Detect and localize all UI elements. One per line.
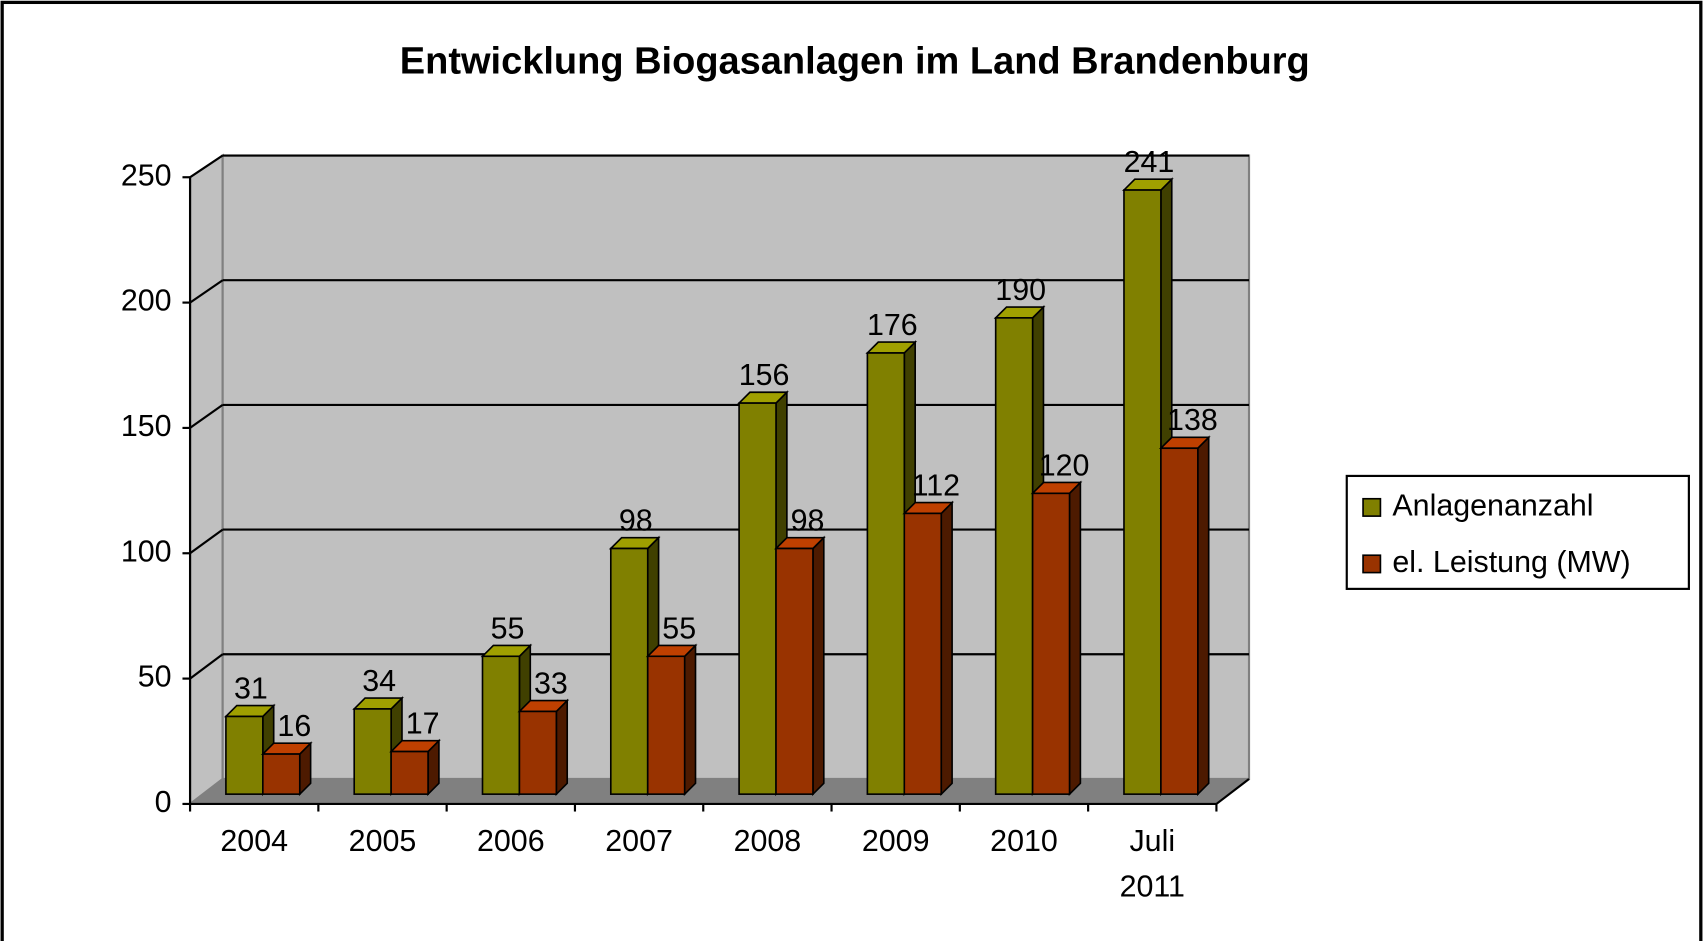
data-label: 190 xyxy=(995,273,1046,307)
y-tick-label: 0 xyxy=(155,785,172,819)
data-label: 16 xyxy=(277,709,311,743)
chart-title: Entwicklung Biogasanlagen im Land Brande… xyxy=(400,40,1310,82)
data-label: 138 xyxy=(1167,403,1218,437)
bar xyxy=(517,698,570,797)
data-label: 55 xyxy=(662,611,696,645)
bar-front xyxy=(1160,447,1199,795)
data-label: 31 xyxy=(234,671,268,705)
bar-front xyxy=(262,753,301,795)
data-label: 34 xyxy=(362,664,396,698)
bar-front xyxy=(1031,492,1071,795)
bar-front xyxy=(1123,189,1162,795)
bar-front xyxy=(481,655,521,795)
bar-front xyxy=(866,352,906,795)
data-label: 98 xyxy=(619,503,653,537)
legend-label: el. Leistung (MW) xyxy=(1392,545,1630,579)
x-tick-label: 2010 xyxy=(990,824,1058,858)
bar-front xyxy=(738,402,777,795)
bar-front xyxy=(225,715,264,795)
bar xyxy=(1030,480,1083,797)
legend-box xyxy=(1345,474,1690,590)
legend-swatch xyxy=(1362,497,1382,517)
floor xyxy=(190,778,1250,804)
data-label: 176 xyxy=(867,308,918,342)
bar xyxy=(389,738,441,797)
data-label: 241 xyxy=(1124,145,1175,179)
grid-line xyxy=(189,653,224,680)
data-label: 112 xyxy=(912,468,960,502)
y-tick-label: 200 xyxy=(121,284,172,318)
bar-side xyxy=(1068,480,1082,797)
side-wall xyxy=(188,153,224,807)
x-tick-label: 2006 xyxy=(477,824,545,858)
grid-line xyxy=(189,404,224,429)
bar-front xyxy=(994,317,1034,795)
x-axis-edge xyxy=(1215,778,1250,805)
bar-front xyxy=(775,547,814,795)
x-tick-label: 2008 xyxy=(734,824,802,858)
x-tick-label: Juli 2011 xyxy=(1120,824,1185,904)
data-label: 156 xyxy=(739,358,790,392)
x-tick-label: 2009 xyxy=(862,824,930,858)
bar-side xyxy=(555,698,569,797)
bar-front xyxy=(353,708,392,795)
bar xyxy=(902,500,955,797)
bar xyxy=(260,741,313,797)
bar-side xyxy=(683,643,697,797)
legend-swatch xyxy=(1362,554,1382,574)
bar xyxy=(1158,435,1211,797)
bar xyxy=(774,535,826,797)
bar-side xyxy=(1197,435,1210,797)
bar-side xyxy=(940,500,953,797)
data-label: 17 xyxy=(406,707,440,741)
x-tick-label: 2007 xyxy=(605,824,673,858)
bar-front xyxy=(518,710,558,795)
bar-front xyxy=(609,547,649,795)
bar xyxy=(645,643,698,797)
legend-label: Anlagenanzahl xyxy=(1392,488,1593,522)
data-label: 33 xyxy=(534,666,568,700)
y-tick-label: 250 xyxy=(121,158,172,192)
data-label: 55 xyxy=(491,611,525,645)
y-tick-label: 50 xyxy=(138,660,172,694)
data-label: 120 xyxy=(1039,448,1090,482)
data-label: 98 xyxy=(791,503,825,537)
grid-line xyxy=(189,154,224,179)
y-tick-label: 100 xyxy=(121,534,172,568)
x-tick-label: 2005 xyxy=(349,824,417,858)
y-tick-label: 150 xyxy=(121,409,172,443)
bar-front xyxy=(646,655,686,795)
bar-front xyxy=(390,750,429,795)
grid-line xyxy=(189,528,224,555)
grid-line xyxy=(189,279,224,304)
x-tick-label: 2004 xyxy=(220,824,288,858)
bar-front xyxy=(903,512,943,795)
bar-side xyxy=(812,535,825,797)
